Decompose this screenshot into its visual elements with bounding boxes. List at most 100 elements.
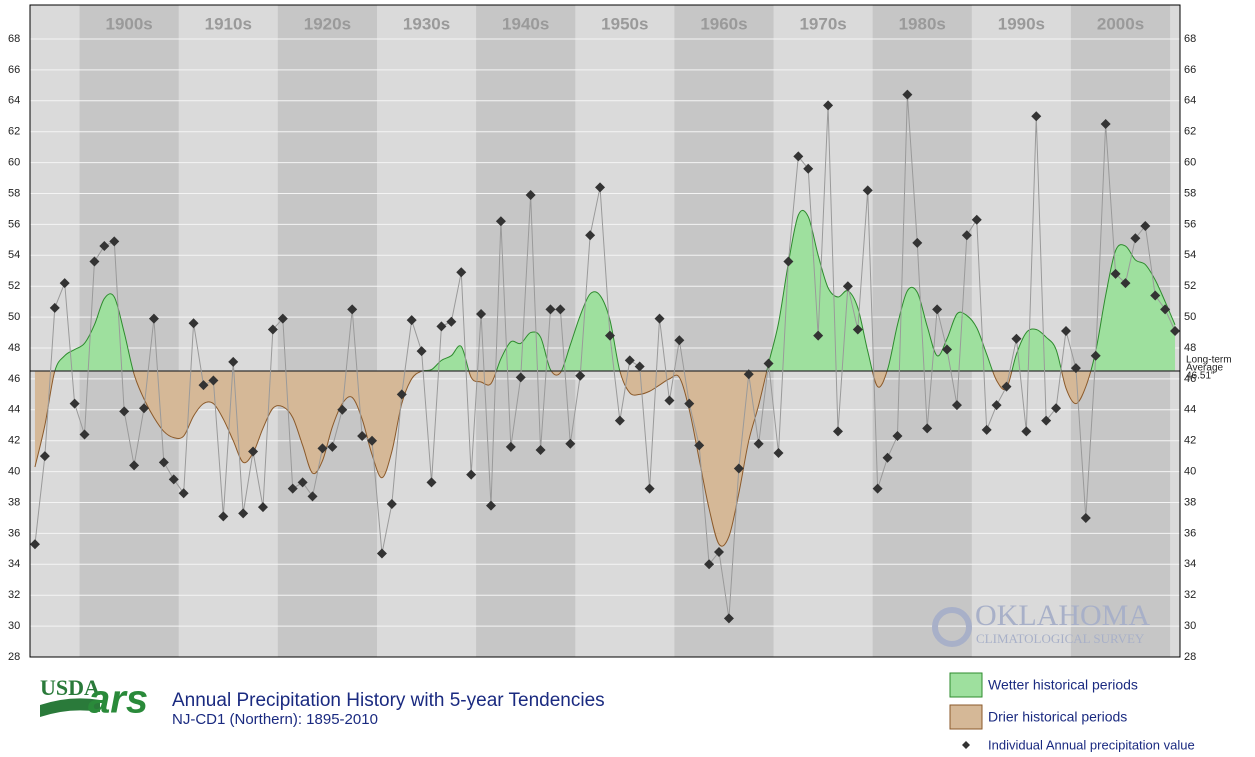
y-tick-label: 36	[8, 527, 20, 539]
y-tick-label: 60	[8, 156, 20, 168]
annual-point	[674, 335, 685, 346]
survey-logo: CLIMATOLOGICAL SURVEY	[976, 631, 1145, 646]
annual-point	[803, 163, 814, 174]
legend-marker	[962, 741, 970, 749]
chart-title: Annual Precipitation History with 5-year…	[172, 690, 605, 711]
annual-point	[178, 488, 189, 499]
annual-point	[188, 318, 199, 329]
y-tick-label: 48	[8, 342, 20, 354]
annual-point	[376, 548, 387, 559]
annual-point	[386, 499, 397, 510]
legend-swatch	[949, 704, 983, 730]
annual-point	[1021, 426, 1032, 437]
decade-label: 1980s	[899, 14, 946, 33]
average-text: Long-term	[1186, 355, 1232, 366]
y2-tick-label: 62	[1184, 126, 1196, 138]
y-tick-label: 56	[8, 218, 20, 230]
annual-point	[277, 313, 288, 324]
annual-point	[267, 324, 278, 335]
ars-logo: ars	[88, 678, 148, 722]
annual-point	[575, 370, 586, 381]
annual-point	[59, 278, 70, 289]
decade-label: 1910s	[205, 14, 252, 33]
annual-point	[466, 469, 477, 480]
y2-tick-label: 54	[1184, 249, 1196, 261]
annual-point	[317, 443, 328, 454]
annual-point	[257, 502, 268, 513]
annual-point	[208, 375, 219, 386]
y-tick-label: 64	[8, 95, 20, 107]
annual-point	[119, 406, 130, 417]
annual-point	[1041, 415, 1052, 426]
annual-point	[545, 304, 556, 315]
annual-point	[664, 395, 675, 406]
decade-label: 1900s	[105, 14, 152, 33]
annual-point	[168, 474, 179, 485]
y-tick-label: 42	[8, 435, 20, 447]
annual-point	[1170, 326, 1181, 336]
annual-point	[406, 315, 417, 326]
y2-tick-label: 36	[1184, 527, 1196, 539]
y-tick-label: 34	[8, 558, 20, 570]
y2-tick-label: 66	[1184, 64, 1196, 76]
legend-label: Individual Annual precipitation value	[988, 737, 1195, 752]
annual-point	[932, 304, 943, 315]
y2-tick-label: 56	[1184, 218, 1196, 230]
decade-label: 1940s	[502, 14, 549, 33]
decade-label: 1920s	[304, 14, 351, 33]
annual-point	[337, 404, 348, 415]
y2-tick-label: 40	[1184, 466, 1196, 478]
decade-band	[476, 5, 576, 657]
annual-point	[158, 457, 169, 468]
annual-point	[981, 424, 992, 435]
annual-point	[773, 448, 784, 459]
annual-point	[1080, 512, 1091, 523]
y2-tick-label: 34	[1184, 558, 1196, 570]
y-tick-label: 30	[8, 620, 20, 632]
annual-point	[951, 400, 962, 411]
annual-point	[238, 508, 249, 519]
drier-area	[34, 371, 1091, 547]
annual-point	[961, 230, 972, 241]
annual-point	[1070, 363, 1081, 374]
annual-point	[565, 438, 576, 449]
wetter-area	[34, 210, 1176, 372]
annual-point	[307, 491, 318, 502]
annual-point	[39, 451, 50, 462]
y2-tick-label: 32	[1184, 589, 1196, 601]
annual-line	[34, 94, 1176, 619]
average-text: Average	[1186, 363, 1224, 374]
annual-point	[436, 321, 447, 332]
annual-point	[684, 398, 695, 409]
annual-point	[793, 151, 804, 162]
y-tick-label: 40	[8, 466, 20, 478]
annual-point	[882, 452, 893, 463]
annual-point	[456, 267, 467, 278]
annual-point	[852, 324, 863, 335]
annual-point	[1090, 350, 1101, 361]
y-tick-label: 68	[8, 33, 20, 45]
annual-point	[1100, 118, 1111, 129]
y-tick-label: 44	[8, 404, 20, 416]
annual-point	[476, 309, 487, 320]
annual-point	[367, 435, 378, 446]
annual-point	[396, 389, 407, 400]
annual-point	[733, 463, 744, 474]
annual-point	[902, 89, 913, 100]
decade-label: 1990s	[998, 14, 1045, 33]
usda-logo-swoosh	[40, 698, 100, 717]
annual-point	[1031, 111, 1042, 122]
y-tick-label: 50	[8, 311, 20, 323]
annual-point	[495, 216, 506, 227]
annual-point	[357, 431, 368, 442]
y-tick-label: 46	[8, 373, 20, 385]
annual-point	[763, 358, 774, 369]
y2-tick-label: 44	[1184, 404, 1196, 416]
plot-frame	[29, 4, 1181, 658]
annual-point	[971, 214, 982, 225]
annual-point	[1051, 403, 1062, 414]
annual-point	[604, 330, 615, 341]
annual-point	[595, 182, 606, 193]
y-tick-label: 38	[8, 496, 20, 508]
